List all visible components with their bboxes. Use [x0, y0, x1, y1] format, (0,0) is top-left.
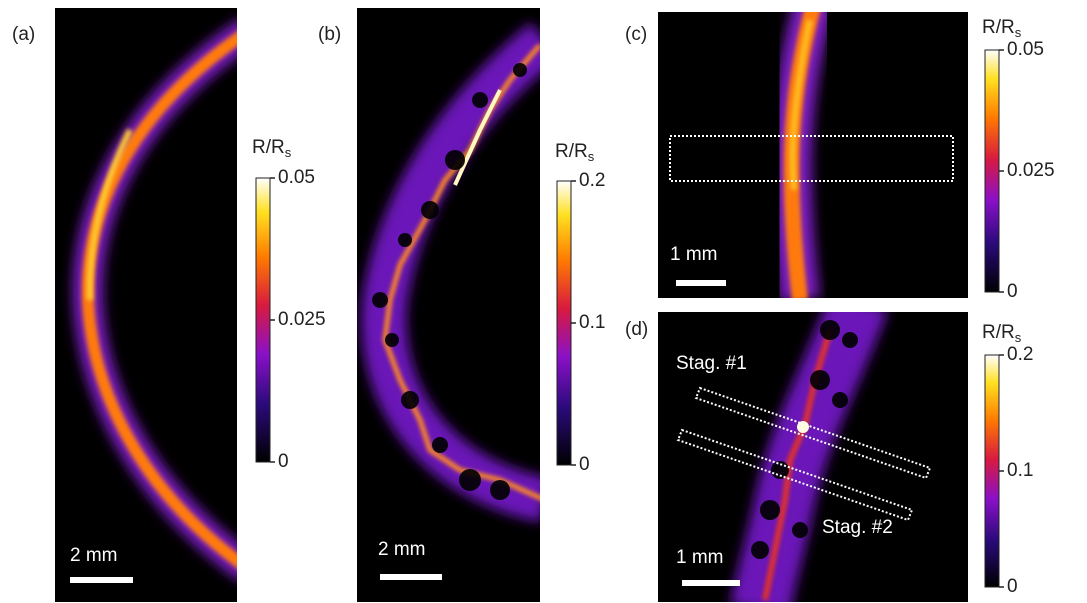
scale-bar — [380, 574, 442, 580]
scale-bar — [676, 280, 726, 286]
colorbar — [556, 180, 572, 466]
scale-bar-label: 1 mm — [670, 244, 718, 265]
heatmap — [730, 312, 888, 602]
panel-c: (c) 1 mm — [625, 12, 968, 298]
panel-a: (a) 2 mm — [12, 8, 237, 602]
roi-box — [669, 135, 954, 182]
colorbar-title-sub: s — [1015, 25, 1022, 40]
colorbar-tick-label: 0.1 — [1007, 460, 1033, 481]
colorbar-title: R/Rs — [252, 137, 292, 160]
colorbar-title: R/Rs — [555, 141, 595, 164]
colorbar-title-sub: s — [285, 145, 292, 160]
colorbar-title-sub: s — [588, 149, 595, 164]
scale-bar — [682, 580, 740, 586]
colorbar-tick-label: 0.025 — [278, 309, 326, 330]
scale-bar-label: 2 mm — [70, 545, 118, 566]
panel-label: (d) — [625, 319, 648, 340]
panel-label: (b) — [318, 24, 341, 45]
colorbar-title-main: R/R — [252, 137, 285, 158]
colorbar-tick-label: 0.2 — [1007, 344, 1033, 365]
colorbar-tick-label: 0.025 — [1007, 160, 1055, 181]
colorbar-title-sub: s — [1015, 330, 1022, 345]
colorbar-tick-label: 0.1 — [579, 312, 605, 333]
colorbar-tick-label: 0 — [278, 451, 289, 472]
colorbar-title-main: R/R — [982, 322, 1015, 343]
heatmap — [361, 22, 540, 522]
colorbar-title-main: R/R — [555, 141, 588, 162]
panel-label: (c) — [625, 24, 647, 45]
colorbar — [984, 49, 1000, 293]
colorbar-title: R/Rs — [982, 322, 1022, 345]
colorbar-title-main: R/R — [982, 17, 1015, 38]
annotation: Stag. #1 — [676, 353, 747, 374]
panel-d: (d) Stag. #1 Stag. #2 1 mm — [625, 312, 968, 602]
scale-bar-label: 2 mm — [378, 539, 426, 560]
colorbar-tick-label: 0 — [1007, 281, 1018, 302]
colorbar-tick-label: 0.05 — [278, 167, 315, 188]
annotation: Stag. #2 — [822, 517, 893, 538]
panel-b: (b) 2 mm — [318, 8, 540, 602]
scale-bar-label: 1 mm — [676, 547, 724, 568]
colorbar-tick-label: 0 — [1007, 576, 1018, 597]
roi-box — [676, 386, 932, 522]
colorbar — [255, 177, 271, 463]
colorbar-title: R/Rs — [982, 17, 1022, 40]
colorbar-tick-label: 0.05 — [1007, 39, 1044, 60]
scale-bar — [70, 577, 133, 583]
heatmap — [771, 12, 833, 298]
colorbar — [984, 354, 1000, 588]
heatmap — [72, 20, 237, 580]
panel-label: (a) — [12, 24, 35, 45]
colorbar-tick-label: 0 — [579, 454, 590, 475]
colorbar-tick-label: 0.2 — [579, 170, 605, 191]
